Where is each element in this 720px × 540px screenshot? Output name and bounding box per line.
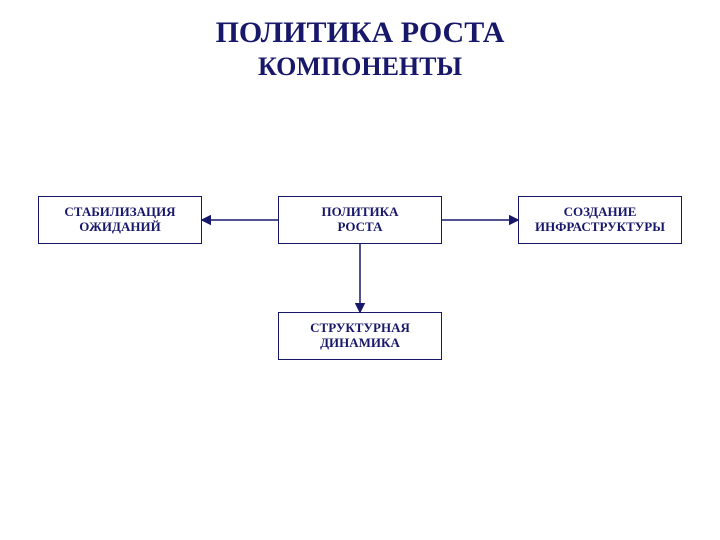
diagram-stage: ПОЛИТИКА РОСТА КОМПОНЕНТЫ СТАБИЛИЗАЦИЯ О… bbox=[0, 0, 720, 540]
node-growth-policy: ПОЛИТИКА РОСТА bbox=[278, 196, 442, 244]
node-structural-dynamics: СТРУКТУРНАЯ ДИНАМИКА bbox=[278, 312, 442, 360]
node-stabilization: СТАБИЛИЗАЦИЯ ОЖИДАНИЙ bbox=[38, 196, 202, 244]
title-main: ПОЛИТИКА РОСТА bbox=[0, 16, 720, 50]
node-infrastructure: СОЗДАНИЕ ИНФРАСТРУКТУРЫ bbox=[518, 196, 682, 244]
title-sub: КОМПОНЕНТЫ bbox=[0, 52, 720, 82]
